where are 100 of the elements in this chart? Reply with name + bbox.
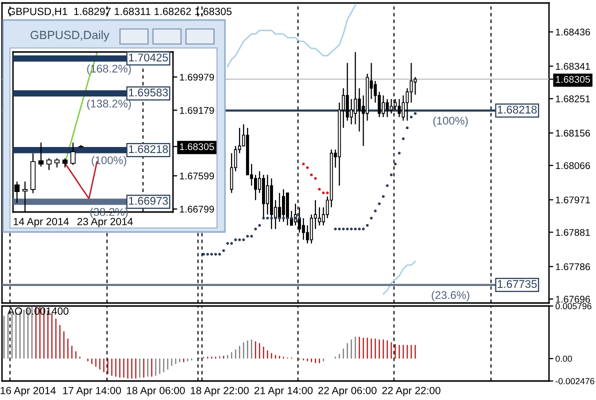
point (274, 216, 277, 220)
point (214, 252, 217, 256)
point (234, 238, 237, 242)
point (254, 228, 257, 230)
y-tick-label: 1.68066 (556, 162, 590, 170)
point (310, 173, 313, 176)
point (270, 216, 273, 220)
candlestick (302, 218, 305, 240)
candlestick (54, 158, 60, 168)
ref-line-label: 1.68218 (129, 145, 168, 154)
point (278, 216, 281, 220)
annotation: (23.6%) (432, 290, 470, 302)
candlestick (70, 142, 76, 166)
x-tick-label: 18 Apr 22:00 (190, 386, 249, 396)
y-tick-label: 0.005796 (556, 303, 592, 310)
point (342, 228, 345, 230)
y-tick-label: 1.67696 (556, 296, 590, 303)
candlestick (266, 174, 270, 216)
x-tick-label: 17 Apr 14:00 (63, 386, 121, 396)
candlestick (254, 174, 258, 201)
y-tick-label: 1.68251 (556, 95, 590, 102)
point (370, 216, 373, 220)
candlestick (46, 158, 52, 170)
point (262, 216, 265, 220)
point (246, 234, 249, 238)
annotation: (100%) (92, 156, 126, 166)
candlestick (350, 98, 353, 125)
point (314, 177, 317, 180)
y-tick-label: 1.67971 (556, 196, 590, 204)
chart-title: GBPUSD,Daily (30, 30, 110, 42)
y-tick-label: 1.66799 (180, 206, 214, 213)
point (326, 192, 329, 194)
candlestick (282, 188, 286, 222)
point (406, 126, 409, 130)
x-tick-label: 23 Apr 2014 (77, 218, 133, 228)
point (258, 224, 261, 227)
x-tick-label: 22 Apr 06:00 (318, 386, 377, 396)
candlestick (346, 62, 349, 122)
point (294, 216, 297, 220)
point (374, 210, 377, 212)
y-tick-label: 1.69179 (180, 106, 214, 114)
point (414, 112, 417, 115)
point (286, 216, 289, 220)
point (398, 152, 401, 155)
y-tick-label: 1.68436 (556, 28, 590, 36)
point (242, 238, 245, 242)
point (378, 202, 381, 206)
candlestick (318, 206, 321, 226)
point (282, 216, 285, 220)
candlestick (354, 52, 357, 125)
y-tick-label: 1.67599 (180, 172, 214, 180)
x-tick-label: 18 Apr 06:00 (126, 386, 185, 396)
point (358, 228, 361, 230)
point (382, 195, 385, 198)
point (410, 116, 413, 118)
y-tick-label: 1.68341 (556, 62, 590, 70)
candlestick (62, 158, 68, 168)
y-tick-label: 1.67786 (556, 263, 590, 270)
ref-line-label: 1.67735 (498, 280, 537, 288)
point (354, 228, 357, 230)
point (238, 238, 241, 242)
point (306, 166, 309, 170)
point (266, 216, 269, 220)
y-tick-label: 1.67881 (556, 228, 590, 236)
point (218, 252, 221, 256)
point (366, 224, 369, 227)
x-tick-label: 21 Apr 14:00 (254, 386, 313, 396)
annotation: (100%) (433, 116, 468, 127)
point (362, 228, 365, 230)
candlestick (230, 152, 234, 194)
point (290, 216, 293, 220)
annotation: (138.2%) (87, 99, 131, 110)
y-tick-label: 1.68305 (180, 143, 214, 150)
y-tick-label: 1.68156 (556, 130, 590, 137)
candlestick (358, 88, 361, 132)
y-tick-label: 0.00 (556, 356, 572, 362)
candlestick (310, 214, 313, 244)
y-tick-label: 1.69979 (180, 74, 214, 81)
point (206, 252, 210, 256)
x-tick-label: 14 Apr 2014 (14, 218, 69, 228)
candlestick (382, 94, 385, 118)
point (338, 228, 341, 230)
ref-line-label: 1.70425 (129, 54, 168, 62)
ref-line-label: 1.66973 (129, 196, 168, 205)
chart-title: GBPUSD,H1 1.68297 1.68311 1.68262 1.68305 (8, 8, 232, 16)
candlestick (38, 142, 44, 168)
y-tick-label: 1.68305 (556, 76, 590, 83)
candlestick (398, 98, 401, 118)
x-tick-label: 16 Apr 2014 (0, 386, 56, 396)
ref-line-label: 1.69583 (129, 88, 168, 96)
point (318, 188, 321, 191)
point (346, 228, 349, 230)
point (302, 162, 305, 166)
ref-line-label: 1.68218 (498, 106, 537, 114)
point (334, 228, 337, 230)
point (202, 252, 206, 256)
point (250, 234, 253, 238)
point (226, 242, 229, 245)
x-tick-label: 22 Apr 22:00 (382, 386, 440, 396)
point (350, 228, 353, 230)
